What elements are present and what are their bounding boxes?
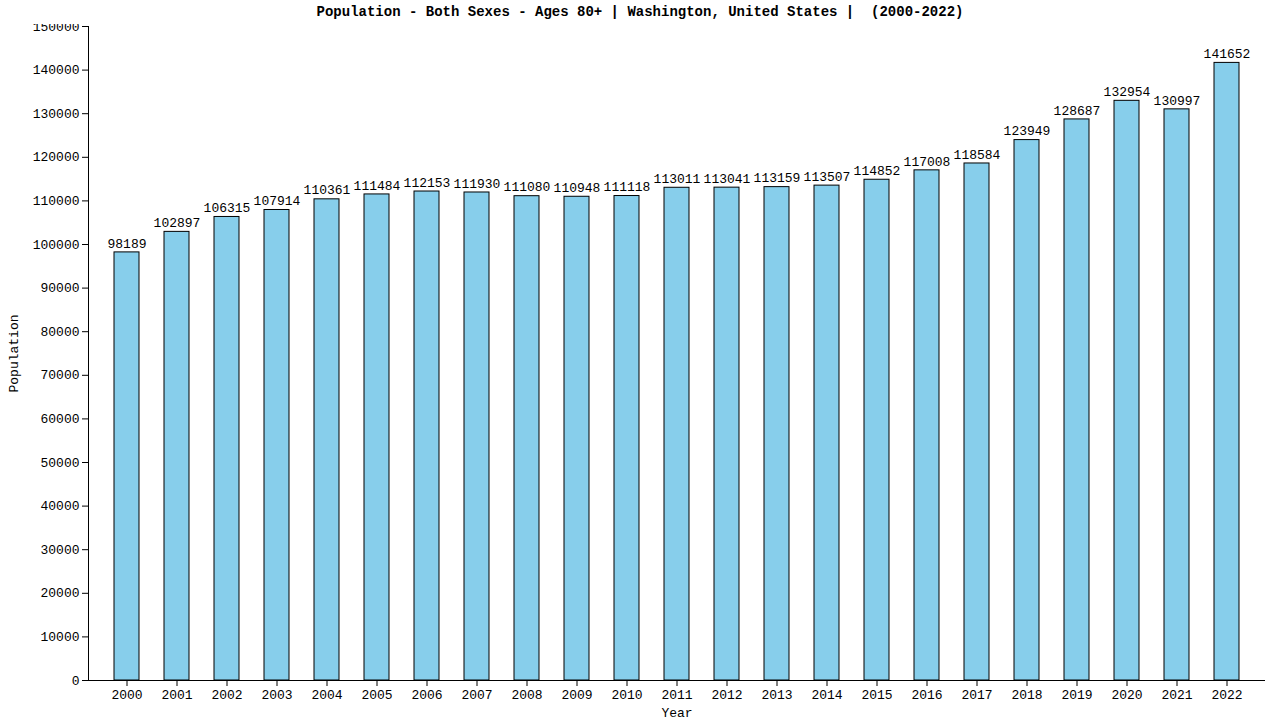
svg-text:2013: 2013 [761, 688, 792, 703]
svg-text:2014: 2014 [811, 688, 842, 703]
svg-text:118584: 118584 [954, 148, 1001, 163]
svg-text:100000: 100000 [33, 238, 80, 253]
svg-text:40000: 40000 [40, 499, 79, 514]
svg-text:10000: 10000 [40, 630, 79, 645]
svg-text:111080: 111080 [504, 180, 551, 195]
svg-text:30000: 30000 [40, 543, 79, 558]
svg-text:117008: 117008 [904, 155, 951, 170]
svg-text:110361: 110361 [304, 183, 351, 198]
svg-text:60000: 60000 [40, 412, 79, 427]
svg-text:107914: 107914 [254, 194, 301, 209]
svg-text:113041: 113041 [704, 172, 751, 187]
svg-text:50000: 50000 [40, 456, 79, 471]
svg-text:2001: 2001 [161, 688, 192, 703]
svg-text:2004: 2004 [311, 688, 342, 703]
svg-text:2017: 2017 [961, 688, 992, 703]
svg-text:2020: 2020 [1111, 688, 1142, 703]
svg-text:106315: 106315 [204, 201, 251, 216]
svg-text:70000: 70000 [40, 368, 79, 383]
html-text:Population - Both Sexes - Ages: Population - Both Sexes - Ages 80+ | Was… [316, 4, 964, 20]
svg-text:110000: 110000 [33, 194, 80, 209]
svg-text:0: 0 [72, 674, 80, 689]
svg-text:2005: 2005 [361, 688, 392, 703]
svg-text:113159: 113159 [754, 171, 801, 186]
svg-text:128687: 128687 [1054, 104, 1101, 119]
svg-text:2002: 2002 [211, 688, 242, 703]
svg-text:123949: 123949 [1004, 124, 1051, 139]
svg-text:113011: 113011 [654, 172, 701, 187]
svg-text:130000: 130000 [33, 107, 80, 122]
svg-text:130997: 130997 [1154, 94, 1201, 109]
svg-text:2007: 2007 [461, 688, 492, 703]
svg-text:2003: 2003 [261, 688, 292, 703]
svg-text:Year: Year [661, 706, 692, 720]
svg-text:2015: 2015 [861, 688, 892, 703]
svg-text:2008: 2008 [511, 688, 542, 703]
svg-text:150000: 150000 [33, 24, 80, 35]
svg-text:2012: 2012 [711, 688, 742, 703]
svg-text:114852: 114852 [854, 164, 901, 179]
svg-text:113507: 113507 [804, 170, 851, 185]
svg-text:111930: 111930 [454, 177, 501, 192]
svg-text:2009: 2009 [561, 688, 592, 703]
svg-text:90000: 90000 [40, 281, 79, 296]
svg-text:132954: 132954 [1104, 85, 1151, 100]
svg-text:111118: 111118 [604, 180, 651, 195]
svg-text:102897: 102897 [154, 216, 201, 231]
svg-text:80000: 80000 [40, 325, 79, 340]
svg-text:2022: 2022 [1211, 688, 1242, 703]
svg-text:2006: 2006 [411, 688, 442, 703]
svg-text:141652: 141652 [1204, 47, 1251, 62]
svg-text:2011: 2011 [661, 688, 692, 703]
svg-text:140000: 140000 [33, 63, 80, 78]
svg-text:2016: 2016 [911, 688, 942, 703]
svg-text:110948: 110948 [554, 181, 601, 196]
svg-text:120000: 120000 [33, 150, 80, 165]
svg-text:Population: Population [7, 314, 22, 392]
svg-text:98189: 98189 [107, 237, 146, 252]
svg-text:20000: 20000 [40, 586, 79, 601]
svg-text:2021: 2021 [1161, 688, 1192, 703]
svg-text:2000: 2000 [111, 688, 142, 703]
svg-text:2019: 2019 [1061, 688, 1092, 703]
svg-text:111484: 111484 [354, 179, 401, 194]
svg-text:112153: 112153 [404, 176, 451, 191]
svg-text:2010: 2010 [611, 688, 642, 703]
svg-text:2018: 2018 [1011, 688, 1042, 703]
